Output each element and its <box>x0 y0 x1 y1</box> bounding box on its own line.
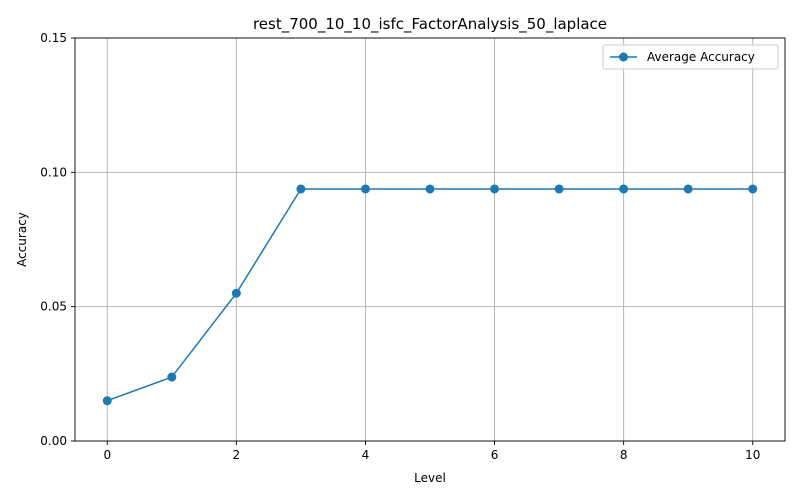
series-line <box>107 188 753 402</box>
x-tick-label: 2 <box>233 448 241 462</box>
x-tick-label: 4 <box>362 448 370 462</box>
data-point <box>748 184 758 194</box>
data-point <box>490 184 500 194</box>
y-axis-label: Accuracy <box>15 212 29 267</box>
data-point <box>619 184 629 194</box>
data-point <box>360 184 370 194</box>
x-tick-label: 10 <box>745 448 760 462</box>
y-tick-label: 0.15 <box>40 31 67 45</box>
series-layer <box>102 184 758 406</box>
y-tick-label: 0.05 <box>40 300 67 314</box>
x-tick-label: 0 <box>103 448 111 462</box>
y-tick-label: 0.00 <box>40 434 67 448</box>
grid-lines <box>75 37 785 442</box>
chart-title: rest_700_10_10_isfc_FactorAnalysis_50_la… <box>253 15 607 34</box>
data-point <box>102 396 112 406</box>
legend-label: Average Accuracy <box>647 50 755 64</box>
x-tick-label: 8 <box>620 448 628 462</box>
legend-frame <box>602 44 779 70</box>
data-point <box>167 372 177 382</box>
legend-marker-sample <box>619 52 628 62</box>
axis-ticks: 0 2 4 6 8 10 0.00 0.05 0.10 0.15 <box>40 31 760 462</box>
x-tick-label: 6 <box>491 448 499 462</box>
data-point <box>425 184 435 194</box>
x-axis-label: Level <box>414 471 446 485</box>
data-point <box>231 288 241 298</box>
data-point <box>683 184 693 194</box>
y-tick-label: 0.10 <box>40 165 67 179</box>
data-point <box>296 184 306 194</box>
legend: Average Accuracy <box>602 44 779 70</box>
plot-frame <box>74 37 786 442</box>
data-point <box>554 184 564 194</box>
